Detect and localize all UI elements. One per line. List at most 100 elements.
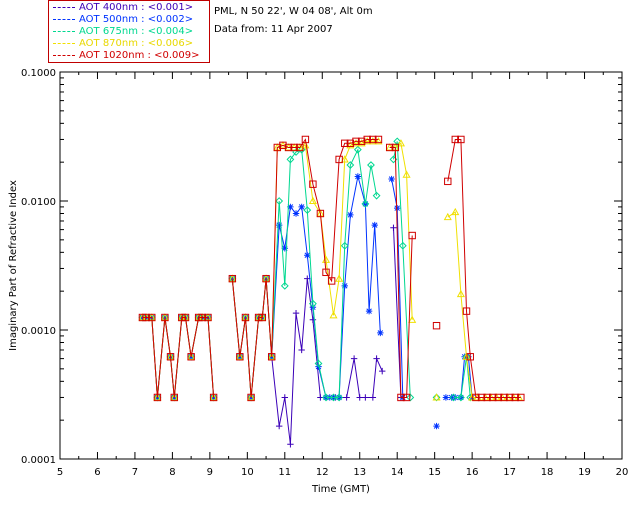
data-point [296, 143, 304, 152]
x-tick-label: 20 [616, 467, 629, 478]
data-point [247, 393, 256, 401]
data-point [379, 367, 386, 375]
data-point [346, 161, 355, 169]
axis-layer: 5 6 7 8 9 10 11 12 13 14 15 16 17 18 19 20 0.0001 0.0010 0… [21, 68, 628, 478]
x-tick-label: 9 [207, 467, 213, 478]
data-point [396, 139, 405, 147]
data-point [408, 315, 417, 323]
data-point [170, 393, 178, 402]
data-point [340, 155, 349, 163]
station-info: PML, N 50 22', W 04 08', Alt 0m [214, 6, 373, 17]
legend-label-500nm: AOT 500nm : <0.002> [79, 14, 194, 25]
data-point [402, 170, 411, 178]
data-point [340, 241, 349, 250]
data-point [390, 224, 397, 231]
x-tick-label: 8 [169, 467, 175, 478]
data-point [308, 196, 317, 205]
legend-swatch-1020nm [53, 54, 75, 56]
data-point [517, 393, 525, 402]
legend: AOT 400nm : <0.001> AOT 500nm : <0.002> … [48, 0, 210, 63]
data-point [398, 241, 407, 250]
data-point [153, 393, 162, 401]
y-tick-label: 0.0100 [21, 197, 56, 208]
data-point [350, 355, 358, 362]
data-point [356, 394, 363, 401]
data-point [391, 143, 400, 152]
data-point [451, 207, 460, 216]
data-point [352, 137, 360, 146]
data-point [368, 137, 377, 145]
data-point [444, 177, 452, 186]
data-point [462, 352, 471, 360]
data-point [346, 141, 355, 149]
data-point [161, 313, 169, 322]
data-point [456, 393, 465, 402]
data-point [153, 393, 162, 402]
data-point [397, 393, 405, 402]
series-line [231, 148, 378, 398]
data-point [316, 209, 325, 218]
data-point [284, 143, 293, 152]
data-point [466, 353, 474, 361]
data-point [314, 359, 323, 368]
legend-entry-1020nm: AOT 1020nm : <0.009> [53, 50, 199, 62]
data-point [170, 393, 179, 401]
data-point [357, 137, 366, 146]
data-point [462, 307, 471, 315]
series-line [389, 147, 413, 398]
y-axis-label: Imaginary Part of Refractive Index [8, 180, 19, 351]
data-point [408, 231, 416, 240]
y-tick-label: 0.1000 [21, 68, 56, 79]
x-tick-label: 15 [428, 467, 441, 478]
series-aot-675nm [138, 137, 475, 402]
data-point [287, 203, 294, 211]
plot-frame [59, 71, 623, 460]
data-point [449, 393, 458, 402]
data-point [286, 155, 295, 164]
data-point [329, 393, 338, 402]
data-point [432, 393, 441, 402]
legend-swatch-675nm [53, 30, 75, 32]
data-point [511, 393, 519, 402]
data-point [500, 393, 508, 402]
data-point [262, 274, 270, 283]
data-point [322, 268, 330, 277]
legend-label-400nm: AOT 400nm : <0.001> [79, 2, 194, 13]
data-point [181, 313, 190, 322]
data-point [388, 175, 395, 183]
data-point [280, 281, 289, 290]
y-tick-label: 0.0010 [21, 326, 56, 337]
data-point [341, 139, 349, 148]
data-point [363, 135, 371, 144]
data-point [236, 353, 244, 361]
data-point [371, 221, 378, 229]
x-tick-label: 18 [541, 467, 554, 478]
data-point [204, 313, 212, 322]
data-point [367, 161, 375, 169]
data-point [301, 141, 310, 149]
data-point [347, 211, 354, 219]
x-tick-label: 16 [466, 467, 479, 478]
data-point [433, 422, 440, 430]
data-point [267, 352, 276, 360]
data-point [241, 313, 250, 322]
data-point [309, 180, 317, 188]
data-point [148, 313, 156, 322]
data-point [394, 204, 401, 212]
data-point [198, 313, 207, 322]
data-point [341, 282, 348, 290]
data-point [363, 137, 372, 145]
x-tick-label: 19 [578, 467, 591, 478]
data-point [365, 307, 373, 315]
data-point [235, 352, 244, 360]
data-point [303, 206, 312, 215]
data-point [402, 393, 411, 402]
x-tick-label: 17 [503, 467, 516, 478]
data-point [298, 346, 305, 354]
data-point [292, 210, 300, 217]
data-point [273, 143, 282, 152]
data-point [297, 145, 306, 154]
legend-swatch-870nm [53, 42, 75, 44]
series-layer [138, 135, 525, 448]
x-tick-label: 12 [316, 467, 329, 478]
